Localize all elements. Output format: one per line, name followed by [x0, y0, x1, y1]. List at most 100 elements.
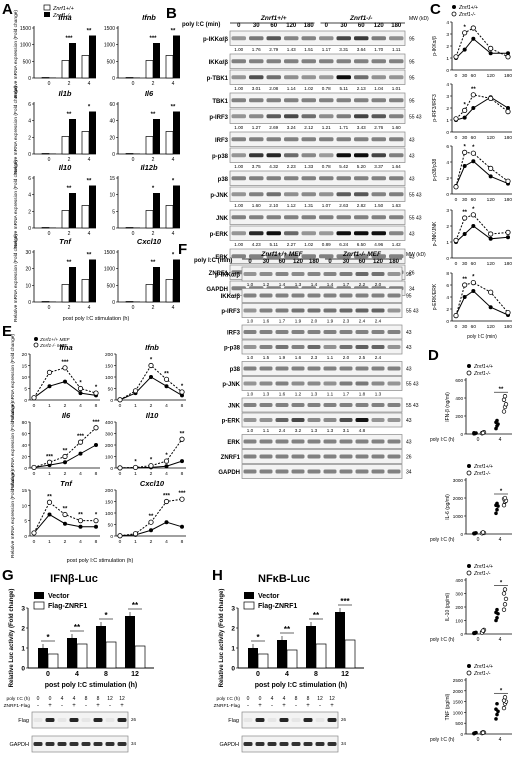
bar-ko [89, 259, 96, 302]
blot-band [307, 330, 321, 334]
blot-band [291, 293, 305, 298]
blot-band [243, 293, 257, 298]
data-point-ko [148, 463, 154, 469]
blot-band [81, 718, 91, 722]
blot-band [323, 439, 337, 444]
y-tick-label: 4 [446, 160, 449, 166]
data-point-wt [63, 379, 67, 384]
mw-header-b: MW (kD) [409, 16, 429, 22]
x-tick-label: 180 [504, 73, 512, 79]
blot-row-label: p-TBK1 [207, 76, 229, 82]
x-tick-label: 12 [131, 671, 139, 678]
blot-band [336, 75, 351, 80]
data-point-ko [31, 530, 37, 536]
band-quantification: 3.37 [374, 164, 383, 169]
bar-wt [41, 77, 50, 79]
blot-band [243, 469, 257, 474]
x-tick-label: 0 [33, 471, 36, 477]
band-quantification: 1.63 [392, 203, 401, 208]
y-tick-label: 10 [22, 375, 28, 381]
blot-band [275, 345, 289, 349]
legend-label-ko: Znrf1-/- [52, 13, 71, 19]
y-tick-label: 0 [460, 432, 463, 437]
blot-band [336, 176, 351, 181]
significance-mark: * [463, 25, 466, 31]
series-line-wt [119, 376, 183, 401]
blot-band [259, 381, 273, 386]
x-tick-label: 4 [165, 403, 168, 409]
blot-band [307, 439, 321, 444]
legend-label-vector: Vector [48, 593, 70, 600]
data-point-wt [462, 164, 467, 168]
significance-mark: *** [340, 597, 350, 606]
blot-band [255, 742, 265, 746]
band-quantification: 1.50 [374, 203, 383, 208]
y-axis-label: Relative Luc activity (Fold change) [9, 589, 15, 688]
band-quantification: 1.8 [359, 392, 366, 397]
significance-mark: * [172, 253, 175, 259]
band-quantification: 1.00 [234, 203, 243, 208]
legend-label-ko: Znrf1-/- [473, 671, 491, 677]
data-point-ko [501, 607, 507, 612]
data-point-ko [31, 464, 37, 471]
blot-band [275, 330, 289, 334]
data-point-ko [505, 229, 511, 235]
band-quantification: 1.07 [322, 203, 331, 208]
blot-band [266, 36, 281, 41]
x-tick-label: 60 [471, 261, 477, 267]
lane-time-label: 0 [237, 23, 241, 29]
x-tick-label: 4 [75, 671, 79, 678]
data-point-wt [149, 528, 153, 533]
y-tick-label: 60 [22, 432, 28, 438]
y-tick-label: 1000 [20, 43, 31, 49]
lane-time-label: 4 [73, 696, 76, 702]
blot-band [301, 254, 316, 259]
significance-mark: ** [171, 29, 176, 35]
blot-band [307, 418, 321, 422]
mw-marker: 43 [406, 367, 412, 373]
bar-flag [315, 643, 327, 669]
legend-label-wt: Znrf1+/+ MEF [39, 337, 71, 343]
y-axis-label: Relative Luc activity (Fold change) [219, 589, 225, 688]
significance-mark: ** [87, 29, 92, 35]
blot-band [284, 192, 299, 197]
blot-band [243, 345, 257, 349]
blot-band [231, 153, 246, 158]
band-quantification: 2.13 [357, 86, 366, 91]
panel-label-h: H [212, 567, 223, 584]
x-tick-label: 2 [68, 157, 71, 163]
x-tick-label: 4 [165, 539, 168, 545]
significance-mark: * [181, 384, 184, 390]
bar-vector [67, 638, 77, 668]
blot-band [371, 114, 386, 119]
y-tick-label: 6 [28, 176, 31, 182]
lane-sign-label: + [120, 703, 124, 709]
band-quantification: 1.7 [279, 319, 286, 324]
blot-band [291, 439, 305, 444]
blot-band [275, 439, 289, 444]
x-tick-label: 4 [88, 81, 91, 87]
data-point-ko [117, 465, 123, 471]
blot-band [291, 454, 305, 459]
blot-box [241, 412, 403, 428]
blot-box [241, 303, 403, 318]
bar-wt [125, 301, 134, 303]
blot-band [355, 418, 369, 422]
data-point-ko [46, 459, 53, 465]
x-tick-label: 2 [150, 403, 153, 409]
y-tick-label: 0 [460, 732, 463, 737]
data-point-ko [148, 362, 154, 369]
y-tick-label: 2 [446, 106, 449, 112]
x-tick-label: 30 [462, 135, 468, 141]
blot-band [354, 98, 369, 103]
band-quantification: 4.96 [374, 242, 383, 247]
data-point-wt [180, 524, 184, 529]
x-tick-label: 180 [504, 324, 512, 330]
y-axis-label: TNF (pg/ml) [445, 693, 451, 720]
blot-band [323, 454, 337, 459]
lane-sign-label: + [282, 703, 286, 709]
band-quantification: 1.1 [263, 428, 270, 433]
genotype-label-wt: Znrf1+/+ MEF [260, 251, 303, 258]
y-tick-label: 5 [24, 387, 27, 393]
band-quantification: 1.2 [295, 392, 302, 397]
